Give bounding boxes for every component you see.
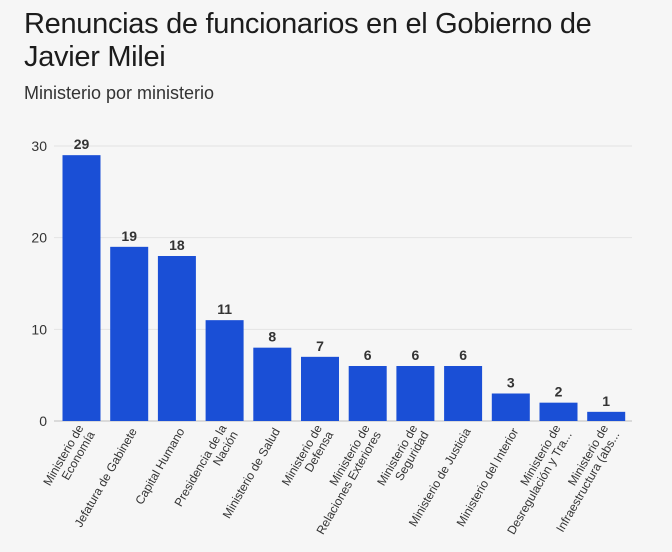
data-label: 18 [169,237,185,253]
x-tick-label: Ministerio deDefensa [279,422,337,495]
chart-subtitle: Ministerio por ministerio [24,83,215,103]
data-label: 3 [507,375,515,391]
bar [157,256,196,421]
data-label: 29 [74,136,90,152]
y-tick-label: 0 [39,413,47,429]
y-tick-label: 30 [31,138,47,154]
y-tick-label: 20 [31,230,47,246]
data-label: 1 [602,393,610,409]
bar [587,411,626,421]
data-label: 8 [268,329,276,345]
data-label: 19 [121,228,137,244]
bar [205,320,244,421]
bar [396,366,435,421]
y-tick-label: 10 [31,321,47,337]
chart-title: Renuncias de funcionarios en el Gobierno… [24,8,592,73]
bar [539,402,578,421]
data-label: 2 [555,384,563,400]
x-tick-label: Ministerio deSeguridad [374,422,432,495]
bar [253,347,292,421]
data-label: 7 [316,338,324,354]
bar [62,155,101,421]
x-tick-label: Ministerio deEconomía [40,422,98,495]
data-label: 6 [364,347,372,363]
bar [491,393,530,421]
bar [110,246,149,421]
data-label: 11 [217,301,232,317]
data-label: 6 [459,347,467,363]
data-label: 6 [412,347,420,363]
bar [444,366,483,421]
bar [301,356,339,421]
bar [348,366,387,421]
